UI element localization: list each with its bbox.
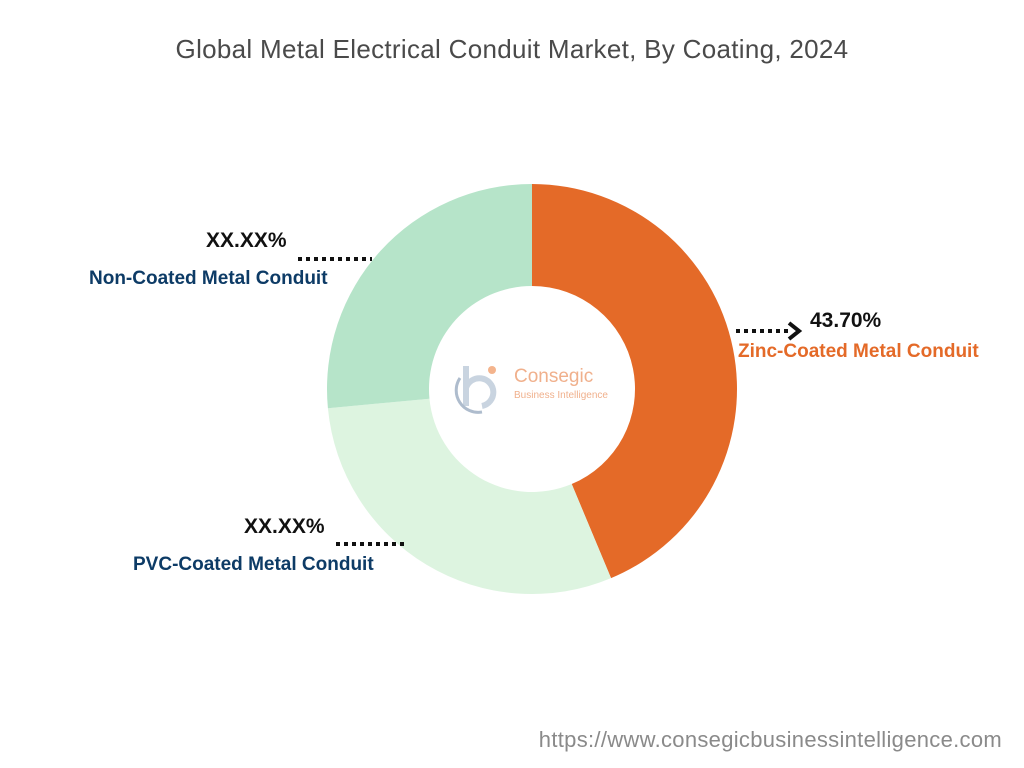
legend-label-non-coated: Non-Coated Metal Conduit (89, 268, 328, 289)
data-label-pvc-pct: XX.XX% (244, 515, 325, 538)
slice-zinc-coated (532, 184, 737, 579)
chart-title: Global Metal Electrical Conduit Market, … (175, 34, 849, 64)
logo-tagline: Business Intelligence (514, 390, 608, 401)
legend-label-zinc: Zinc-Coated Metal Conduit (738, 341, 979, 362)
slice-non-coated (327, 184, 532, 409)
consegic-logo-icon (454, 366, 497, 414)
arrow-head-zinc (787, 321, 803, 341)
data-label-zinc-pct: 43.70% (810, 309, 882, 332)
logo-name: Consegic (514, 366, 594, 387)
slice-pvc-coated (327, 398, 612, 594)
source-url[interactable]: https://www.consegicbusinessintelligence… (538, 727, 1002, 752)
logo: Consegic Business Intelligence (452, 358, 622, 418)
data-label-non-coated-pct: XX.XX% (206, 229, 287, 252)
legend-label-pvc: PVC-Coated Metal Conduit (133, 554, 374, 575)
